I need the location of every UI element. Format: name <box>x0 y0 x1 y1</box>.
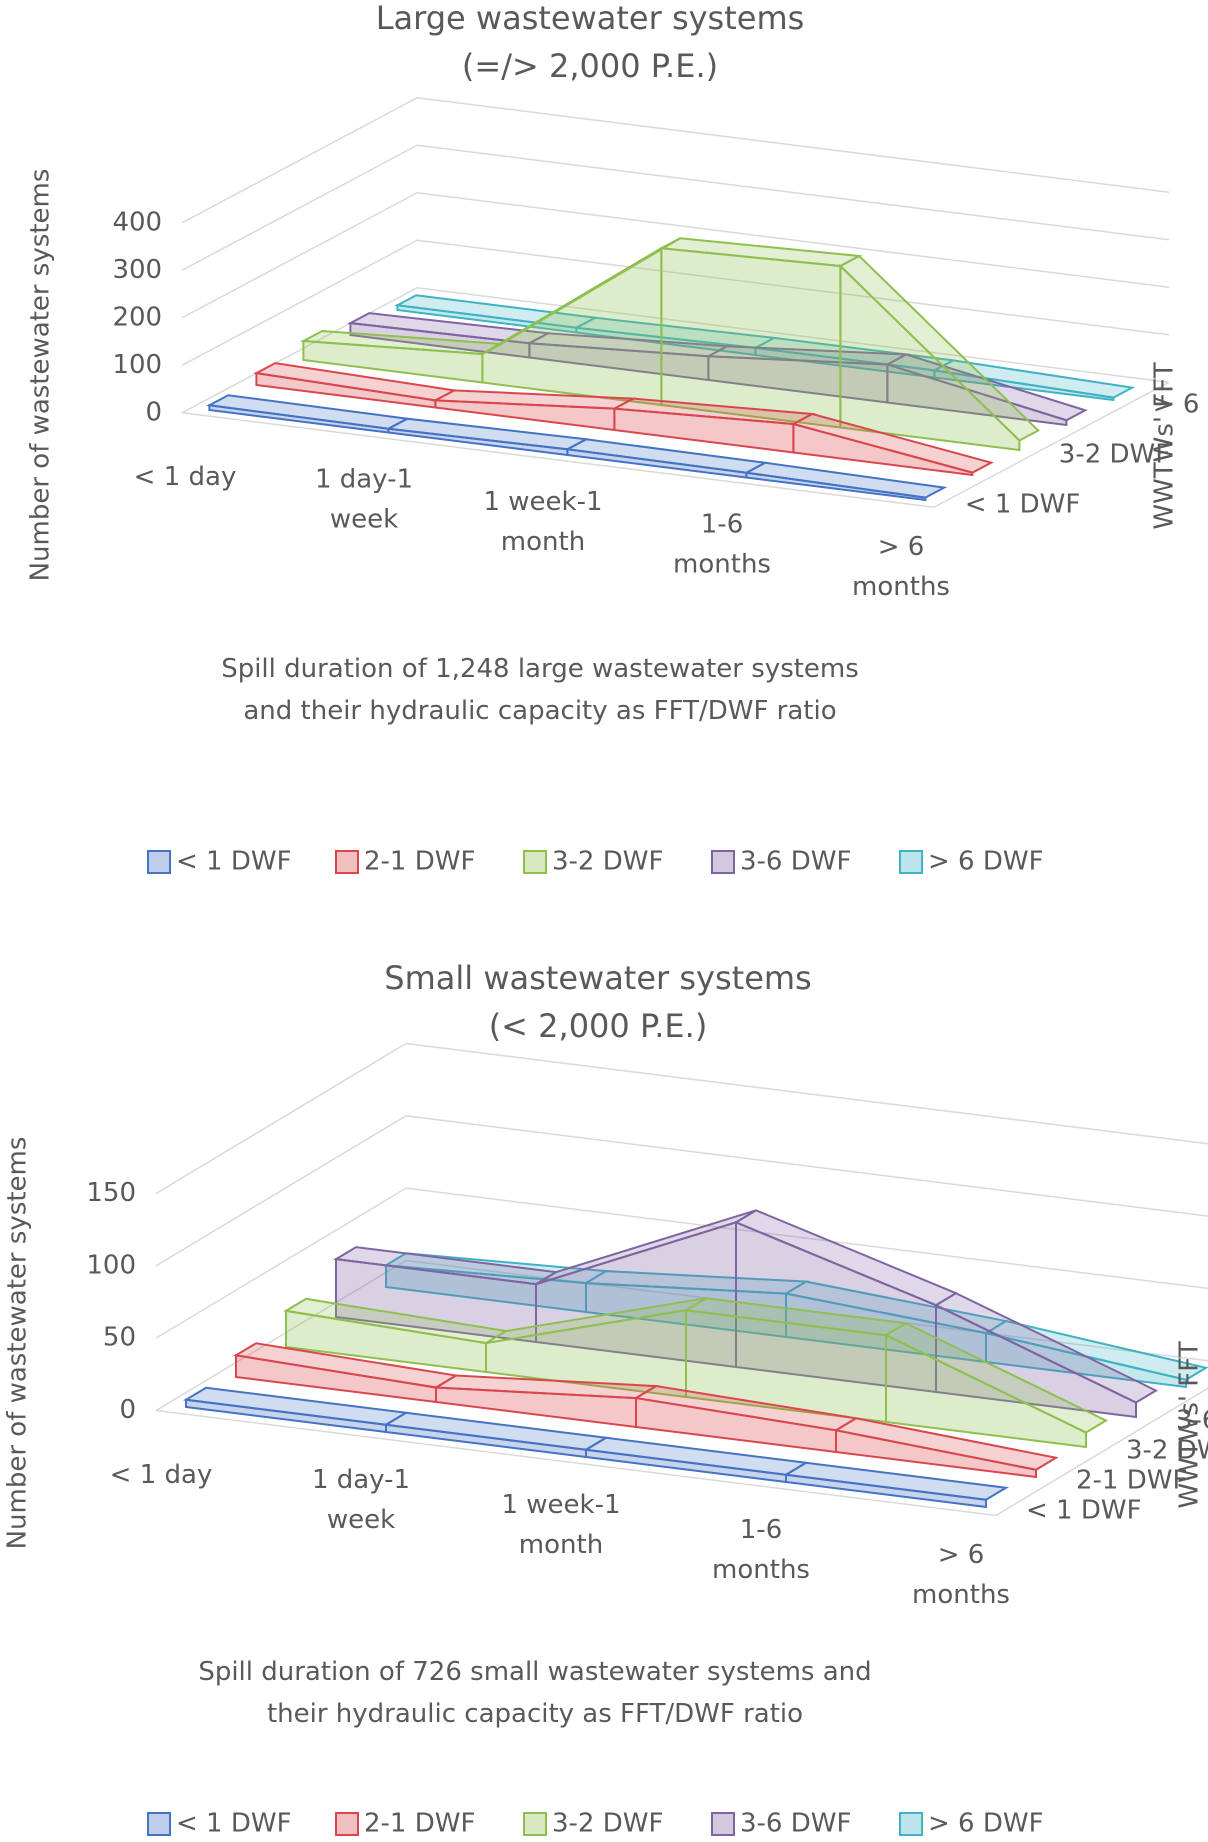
legend-label: > 6 DWF <box>928 847 1044 877</box>
grid-line <box>181 144 1169 271</box>
grid-line <box>181 96 1169 224</box>
legend-swatch <box>335 1812 359 1836</box>
y-tick-label: 150 <box>86 1178 136 1208</box>
grid-line <box>181 191 1169 319</box>
chart-title: Large wastewater systems <box>376 0 805 37</box>
y-tick-label: 50 <box>103 1323 136 1353</box>
legend-label: 3-2 DWF <box>552 1809 663 1839</box>
x-tick-label: 1 week-1 month <box>483 487 602 557</box>
depth-tick-label: > 6 DWF <box>1153 390 1208 420</box>
y-tick-label: 300 <box>112 255 162 285</box>
y-tick-label: 100 <box>112 350 162 380</box>
ribbon-front <box>792 422 974 477</box>
legend-swatch <box>899 850 923 874</box>
ribbon-front <box>935 1303 1137 1419</box>
x-tick-label: 1-6 months <box>712 1515 810 1585</box>
depth-tick-label: 2-1 DWF <box>1076 1466 1187 1496</box>
grid-line <box>155 1187 1208 1339</box>
legend-label: 2-1 DWF <box>364 847 475 877</box>
x-tick-label: < 1 day <box>134 462 237 492</box>
floor-edge <box>182 381 1170 509</box>
ribbon-front <box>835 1429 1037 1479</box>
grid-line <box>155 1259 1208 1412</box>
x-tick-label: > 6 months <box>852 532 950 602</box>
chart-subtitle: (=/> 2,000 P.E.) <box>462 47 718 85</box>
legend-swatch <box>523 850 547 874</box>
grid-line <box>155 1115 1208 1267</box>
x-axis-title: Spill duration of 726 small wastewater s… <box>198 1657 871 1729</box>
legend-swatch <box>523 1812 547 1836</box>
ribbon-front <box>885 1333 1087 1449</box>
depth-tick-label: 3-2 DWF <box>1059 440 1170 470</box>
ribbon-front <box>985 1331 1187 1389</box>
y-tick-label: 0 <box>146 397 163 427</box>
x-tick-label: < 1 day <box>110 1460 213 1490</box>
legend-label: > 6 DWF <box>928 1809 1044 1839</box>
depth-tick-label: 3-6 DWF <box>1176 1406 1208 1436</box>
z-axis-title: WWTWs' FFT <box>1175 1341 1205 1508</box>
x-tick-label: 1 day-1 week <box>315 464 413 534</box>
legend-swatch <box>147 850 171 874</box>
z-axis-title: WWTWs' FFT <box>1150 362 1180 529</box>
y-tick-label: 100 <box>86 1250 136 1280</box>
legend-label: 3-6 DWF <box>740 1809 851 1839</box>
ribbon-front <box>886 363 1068 427</box>
legend-label: 2-1 DWF <box>364 1809 475 1839</box>
x-axis-title: Spill duration of 1,248 large wastewater… <box>221 654 859 726</box>
legend-swatch <box>335 850 359 874</box>
legend-swatch <box>899 1812 923 1836</box>
grid-line <box>181 239 1169 366</box>
legend-swatch <box>147 1812 171 1836</box>
chart-title: Small wastewater systems <box>384 959 811 997</box>
chart-subtitle: (< 2,000 P.E.) <box>489 1007 708 1045</box>
floor-edge <box>155 1387 1208 1517</box>
y-axis-title: Number of wastewater systems <box>26 169 56 582</box>
legend-swatch <box>711 850 735 874</box>
y-axis-title: Number of wastewater systems <box>3 1137 33 1550</box>
y-tick-label: 200 <box>112 302 162 332</box>
depth-tick-label: < 1 DWF <box>965 490 1081 520</box>
ribbon-front <box>481 246 663 407</box>
y-tick-label: 0 <box>119 1395 136 1425</box>
x-tick-label: > 6 months <box>912 1540 1010 1610</box>
legend-label: < 1 DWF <box>176 1809 292 1839</box>
x-tick-label: 1 day-1 week <box>312 1465 410 1535</box>
legend-label: 3-6 DWF <box>740 847 851 877</box>
legend-swatch <box>711 1812 735 1836</box>
ribbon-front <box>745 471 927 502</box>
x-tick-label: 1-6 months <box>673 509 771 579</box>
ribbon-front <box>785 1473 987 1509</box>
legend-label: < 1 DWF <box>176 847 292 877</box>
grid-line <box>155 1042 1208 1195</box>
legend-label: 3-2 DWF <box>552 847 663 877</box>
ribbon-front <box>839 263 1021 452</box>
ribbon-front <box>660 247 842 429</box>
depth-tick-label: < 1 DWF <box>1026 1496 1142 1526</box>
y-tick-label: 400 <box>112 207 162 237</box>
depth-tick-label: 3-2 DWF <box>1126 1436 1208 1466</box>
x-tick-label: 1 week-1 month <box>501 1490 620 1560</box>
